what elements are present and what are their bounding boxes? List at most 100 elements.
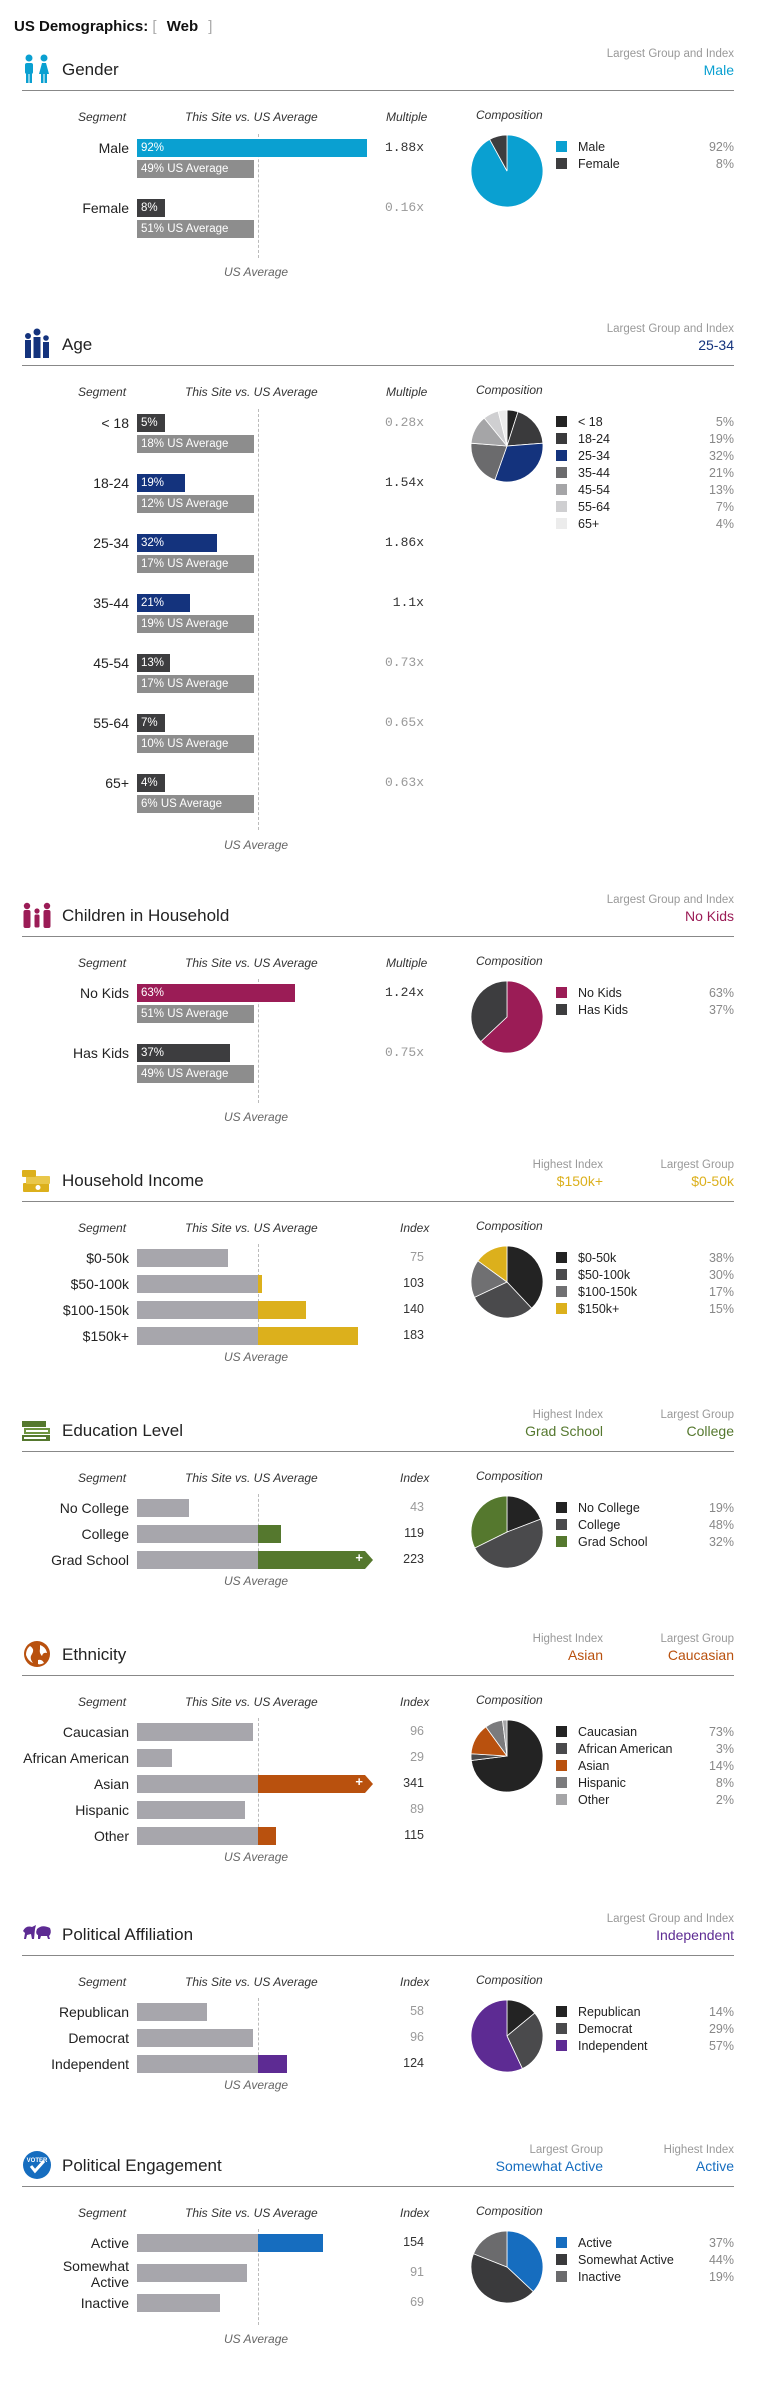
gender-row-male-us-bar[interactable]: 49% US Average bbox=[137, 160, 254, 178]
ethnicity-header-label: Largest Group bbox=[660, 1633, 734, 1645]
age-row--18-site-bar[interactable]: 5% bbox=[137, 414, 165, 432]
gender-row-male-us-value: 49% US Average bbox=[141, 161, 228, 177]
education-row-college-over-bar[interactable] bbox=[258, 1525, 281, 1543]
ethnicity-header-1: Largest Group Caucasian bbox=[660, 1633, 734, 1663]
income-row--150k--over-bar[interactable] bbox=[258, 1327, 359, 1345]
legend-swatch bbox=[556, 1726, 567, 1737]
ethnicity-row-asian-over-bar[interactable]: + bbox=[258, 1775, 373, 1793]
legend-label: Grad School bbox=[578, 1535, 648, 1549]
age-row-45-54-us-bar[interactable]: 17% US Average bbox=[137, 675, 254, 693]
ethnicity-row-caucasian-index: 96 bbox=[410, 1724, 424, 1738]
view-selector[interactable]: Web bbox=[166, 18, 199, 35]
political-legend-independent: Independent 57% bbox=[556, 2039, 734, 2053]
ethnicity-row-caucasian-base-bar[interactable] bbox=[137, 1723, 254, 1741]
income-row--0-50k-base-bar[interactable] bbox=[137, 1249, 228, 1267]
ethnicity-row-other-base-bar[interactable] bbox=[137, 1827, 258, 1845]
voter-badge-icon: VOTER bbox=[20, 2148, 54, 2187]
segment-column-header: Segment bbox=[78, 1471, 127, 1485]
us-suffix-text: US Average bbox=[167, 678, 229, 690]
age-row-25-34-us-bar[interactable]: 17% US Average bbox=[137, 555, 254, 573]
education-row-no-college-base-bar[interactable] bbox=[137, 1499, 190, 1517]
children-row-has-kids-label: Has Kids bbox=[72, 1045, 129, 1061]
engagement-row-somewhat-active-base-bar[interactable] bbox=[137, 2264, 248, 2282]
age-row-55-64-multiple: 0.65x bbox=[384, 715, 424, 730]
age-row-18-24-site-bar[interactable]: 19% bbox=[137, 474, 185, 492]
age-row-65--us-bar[interactable]: 6% US Average bbox=[137, 795, 254, 813]
education-row-grad-school-over-bar[interactable]: + bbox=[258, 1551, 373, 1569]
income-row--100-150k-over-bar[interactable] bbox=[258, 1301, 307, 1319]
income-header-label: Highest Index bbox=[532, 1159, 603, 1171]
gender-row-male-site-value: 92% bbox=[141, 142, 165, 154]
engagement-row-active-base-bar[interactable] bbox=[137, 2234, 258, 2252]
gender-row-female-site-bar[interactable]: 8% bbox=[137, 199, 165, 217]
age-row-18-24-us-bar[interactable]: 12% US Average bbox=[137, 495, 254, 513]
political-row-democrat-base-bar[interactable] bbox=[137, 2029, 254, 2047]
pie-slice-college bbox=[474, 1518, 544, 1569]
income-row--150k--index: 183 bbox=[403, 1328, 424, 1342]
children-row-no-kids-us-value: 51% US Average bbox=[141, 1006, 228, 1022]
age-section-title: Age bbox=[62, 335, 93, 354]
political-row-independent-base-bar[interactable] bbox=[137, 2055, 258, 2073]
pie-slice-grad-school bbox=[470, 1495, 508, 1549]
ethnicity-row-asian-base-bar[interactable] bbox=[137, 1775, 258, 1793]
engagement-row-inactive-label: Inactive bbox=[80, 2295, 129, 2311]
gender-row-female-multiple: 0.16x bbox=[384, 200, 424, 215]
engagement-legend-somewhat-active: Somewhat Active 44% bbox=[556, 2253, 734, 2267]
income-row--50-100k-base-bar[interactable] bbox=[137, 1275, 258, 1293]
age-row-55-64-site-bar[interactable]: 7% bbox=[137, 714, 165, 732]
page-title: US Demographics: [ Web ] bbox=[14, 18, 212, 35]
age-row-45-54-site-bar[interactable]: 13% bbox=[137, 654, 170, 672]
age-row-25-34-label: 25-34 bbox=[93, 535, 129, 551]
engagement-legend-inactive: Inactive 19% bbox=[556, 2270, 734, 2284]
legend-percent: 38% bbox=[708, 1251, 734, 1265]
age-row-25-34-site-bar[interactable]: 32% bbox=[137, 534, 217, 552]
ethnicity-row-hispanic-base-bar[interactable] bbox=[137, 1801, 245, 1819]
children-row-has-kids-site-bar[interactable]: 37% bbox=[137, 1044, 230, 1062]
gender-composition-pie bbox=[470, 134, 544, 213]
gender-row-male-site-bar[interactable]: 92% bbox=[137, 139, 367, 157]
ethnicity-row-other-over-bar[interactable] bbox=[258, 1827, 277, 1845]
income-row--50-100k-over-bar[interactable] bbox=[258, 1275, 262, 1293]
education-row-grad-school-base-bar[interactable] bbox=[137, 1551, 258, 1569]
gender-icon bbox=[20, 52, 54, 91]
ethnicity-header-value: Asian bbox=[567, 1647, 603, 1663]
children-row-no-kids-us-bar[interactable]: 51% US Average bbox=[137, 1005, 254, 1023]
education-row-college-base-bar[interactable] bbox=[137, 1525, 258, 1543]
age-row-65--site-bar[interactable]: 4% bbox=[137, 774, 165, 792]
political-section-title: Political Affiliation bbox=[62, 1925, 194, 1944]
age-header-value: 25-34 bbox=[698, 337, 734, 353]
engagement-row-active-over-bar[interactable] bbox=[258, 2234, 324, 2252]
legend-percent: 7% bbox=[715, 500, 734, 514]
children-composition-pie bbox=[470, 980, 544, 1059]
index-column-header: Index bbox=[400, 2206, 430, 2220]
children-us-average-line bbox=[258, 979, 259, 1103]
children-row-has-kids-site-value: 37% bbox=[141, 1047, 165, 1059]
us-percent: 12% bbox=[141, 498, 165, 510]
legend-swatch bbox=[556, 501, 567, 512]
gender-legend-female: Female 8% bbox=[556, 157, 734, 171]
political-row-republican-base-bar[interactable] bbox=[137, 2003, 208, 2021]
children-row-no-kids-site-bar[interactable]: 63% bbox=[137, 984, 295, 1002]
engagement-row-inactive-base-bar[interactable] bbox=[137, 2294, 221, 2312]
comparison-column-header: This Site vs. US Average bbox=[185, 110, 318, 124]
income-row--150k--label: $150k+ bbox=[82, 1328, 129, 1344]
political-row-independent-over-bar[interactable] bbox=[258, 2055, 288, 2073]
age-row-35-44-site-bar[interactable]: 21% bbox=[137, 594, 190, 612]
books-icon bbox=[20, 1413, 54, 1452]
income-row--150k--base-bar[interactable] bbox=[137, 1327, 258, 1345]
age-row-35-44-us-bar[interactable]: 19% US Average bbox=[137, 615, 254, 633]
age-row-65--us-value: 6% US Average bbox=[141, 796, 222, 812]
gender-header-0: Largest Group and Index Male bbox=[607, 48, 734, 78]
legend-swatch bbox=[556, 433, 567, 444]
age-row--18-us-bar[interactable]: 18% US Average bbox=[137, 435, 254, 453]
ethnicity-row-african-american-base-bar[interactable] bbox=[137, 1749, 173, 1767]
composition-column-header: Composition bbox=[476, 2204, 543, 2218]
age-row-55-64-us-bar[interactable]: 10% US Average bbox=[137, 735, 254, 753]
pie-slice-inactive bbox=[473, 2230, 508, 2268]
children-header-label: Largest Group and Index bbox=[606, 894, 734, 906]
legend-percent: 57% bbox=[708, 2039, 734, 2053]
legend-swatch bbox=[556, 2271, 567, 2282]
gender-row-female-us-bar[interactable]: 51% US Average bbox=[137, 220, 254, 238]
income-row--100-150k-base-bar[interactable] bbox=[137, 1301, 258, 1319]
children-row-has-kids-us-bar[interactable]: 49% US Average bbox=[137, 1065, 254, 1083]
